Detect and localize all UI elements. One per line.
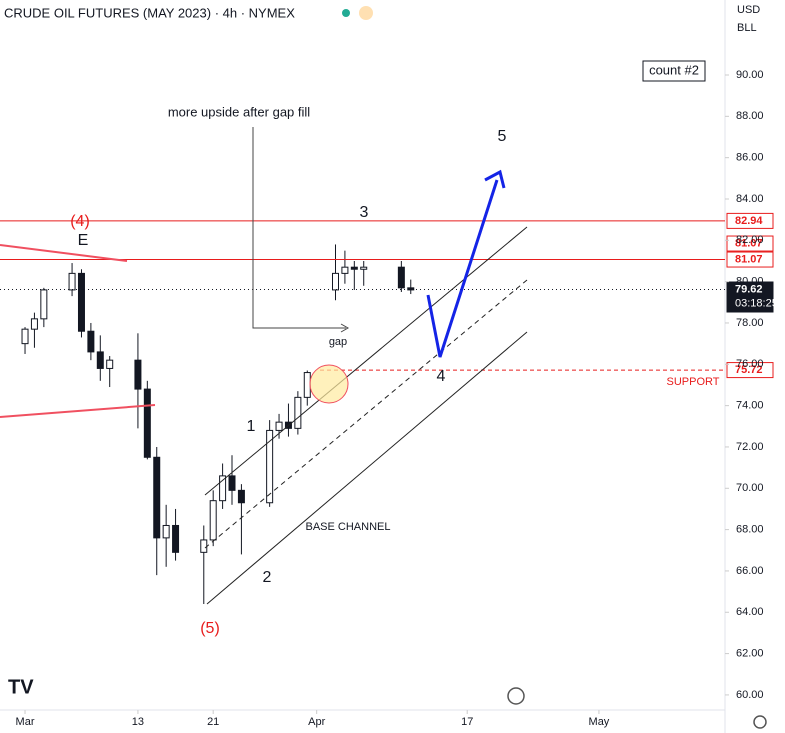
status-dot	[342, 9, 350, 17]
settings-icon[interactable]	[753, 715, 767, 729]
candle-body	[172, 524, 180, 553]
candle-body	[209, 500, 217, 541]
candle-body	[397, 266, 405, 289]
candle-body	[303, 372, 311, 398]
candle-body	[143, 388, 151, 458]
price-tag	[726, 281, 774, 313]
plot	[0, 220, 725, 604]
candle-body	[200, 539, 208, 553]
annotation: E	[78, 232, 89, 249]
annotation: 1	[247, 418, 256, 435]
highlight	[309, 364, 349, 404]
candle-body	[87, 330, 95, 353]
y-tick-label: 70.00	[736, 482, 764, 494]
gap-arrow-head	[340, 323, 350, 333]
price-tag	[726, 235, 774, 252]
unit: BLL	[737, 22, 757, 34]
y-tick-label: 62.00	[736, 647, 764, 659]
annotation: more upside after gap fill	[168, 104, 310, 119]
status-icon	[359, 6, 373, 20]
y-tick-label: 68.00	[736, 524, 764, 536]
price-tags: 82.94 81.07 81.07 79.62 03:18:25 75.72	[726, 212, 778, 379]
x-tick-label: 13	[132, 716, 144, 728]
trend-line	[0, 244, 128, 262]
candle-body	[407, 287, 415, 291]
y-tick-label: 84.00	[736, 193, 764, 205]
annotation: 3	[360, 204, 369, 221]
chart-title: CRUDE OIL FUTURES (MAY 2023) · 4h · NYME…	[4, 5, 295, 20]
projection-arrow-head	[484, 169, 506, 189]
y-tick-label: 76.00	[736, 358, 764, 370]
annotation: BASE CHANNEL	[306, 521, 391, 533]
y-tick-label: 80.00	[736, 276, 764, 288]
candle-body	[275, 421, 283, 431]
price-tag-label: 75.72	[735, 364, 763, 376]
candle-body	[331, 272, 339, 291]
candle-body	[341, 266, 349, 274]
x-tick-label: 17	[461, 716, 473, 728]
y-tick-label: 60.00	[736, 689, 764, 701]
price-tag-label: 82.94	[735, 215, 763, 227]
candle-body	[21, 328, 29, 345]
y-tick-label: 72.00	[736, 441, 764, 453]
x-tick-label: 21	[207, 716, 219, 728]
channel-line	[204, 279, 528, 549]
price-tag-label: 81.07	[735, 253, 763, 265]
candle-body	[219, 475, 227, 502]
candle-body	[77, 272, 85, 332]
price-tag-label: 79.62	[735, 283, 763, 295]
candle-body	[106, 359, 114, 369]
currency: USD	[737, 4, 760, 16]
count-box	[642, 60, 706, 82]
y-tick-label: 88.00	[736, 110, 764, 122]
candle-body	[266, 429, 274, 504]
logo: TV	[8, 676, 34, 698]
countdown: 03:18:25	[735, 297, 778, 309]
annotation: 2	[263, 569, 272, 586]
candle-body	[40, 289, 48, 320]
price-tag-label: 81.07	[735, 237, 763, 249]
candle-body	[134, 359, 142, 390]
y-tick-label: 82.00	[736, 234, 764, 246]
annotation: (5)	[200, 620, 220, 637]
candle-body	[68, 272, 76, 291]
annotation: (4)	[70, 213, 90, 230]
annotation: SUPPORT	[667, 376, 720, 388]
gap-arrow	[252, 127, 346, 329]
annotation: 4	[437, 368, 446, 385]
price-tag	[726, 362, 774, 379]
y-tick-label: 78.00	[736, 317, 764, 329]
projection-arrow	[426, 179, 499, 358]
y-tick-label: 90.00	[736, 69, 764, 81]
count-label: count #2	[649, 62, 699, 77]
price-tag	[726, 251, 774, 268]
candle-body	[162, 524, 170, 539]
channel-line	[206, 331, 528, 605]
x-tick-label: Mar	[16, 716, 35, 728]
candle-body	[237, 489, 245, 504]
y-tick-label: 74.00	[736, 400, 764, 412]
candle-body	[96, 351, 104, 369]
candle-body	[153, 456, 161, 539]
price-tag	[726, 212, 774, 229]
x-tick-label: Apr	[308, 716, 325, 728]
y-tick-label: 86.00	[736, 152, 764, 164]
replay-icon[interactable]	[507, 687, 525, 705]
annotation: 5	[498, 128, 507, 145]
y-tick-label: 66.00	[736, 565, 764, 577]
candle-body	[360, 266, 368, 270]
candle-body	[228, 475, 236, 491]
candle-body	[294, 396, 302, 429]
annotation: gap	[329, 336, 347, 348]
x-tick-label: May	[589, 716, 610, 728]
y-tick-label: 64.00	[736, 606, 764, 618]
trend-line	[0, 404, 156, 418]
candle-body	[350, 266, 358, 270]
candle-body	[30, 318, 38, 330]
channel-line	[204, 226, 528, 496]
